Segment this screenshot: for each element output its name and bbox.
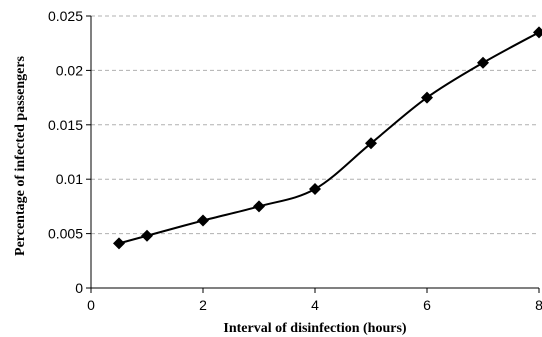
data-point-1 xyxy=(141,229,153,242)
data-point-2 xyxy=(197,214,209,227)
axes xyxy=(90,16,539,289)
series-line xyxy=(118,31,540,245)
x-axis-title: Interval of disinfection (hours) xyxy=(223,321,407,336)
gridlines xyxy=(91,15,539,235)
y-tick-label-2: 0.01 xyxy=(56,171,83,187)
data-point-5 xyxy=(365,137,377,150)
x-tick-label-4: 8 xyxy=(535,297,542,313)
data-markers xyxy=(113,26,542,250)
data-point-3 xyxy=(253,200,265,213)
y-tick-label-5: 0.025 xyxy=(48,8,83,24)
x-tick-label-2: 4 xyxy=(311,297,319,313)
y-tick-label-4: 0.02 xyxy=(56,62,83,78)
x-tick-label-0: 0 xyxy=(87,297,95,313)
data-point-4 xyxy=(309,182,321,195)
x-tick-label-3: 6 xyxy=(423,297,431,313)
data-point-6 xyxy=(421,91,433,104)
data-point-8 xyxy=(533,26,542,39)
y-axis-title: Percentage of infected passengers xyxy=(13,55,28,256)
data-point-7 xyxy=(477,56,489,69)
x-tick-labels: 0 2 4 6 8 xyxy=(87,288,542,313)
y-tick-labels: 0 0.005 0.01 0.015 0.02 0.025 xyxy=(48,8,91,296)
data-point-0 xyxy=(113,237,125,250)
y-tick-label-0: 0 xyxy=(75,280,83,296)
y-tick-label-1: 0.005 xyxy=(48,226,83,242)
x-tick-label-1: 2 xyxy=(199,297,207,313)
y-tick-label-3: 0.015 xyxy=(48,117,83,133)
